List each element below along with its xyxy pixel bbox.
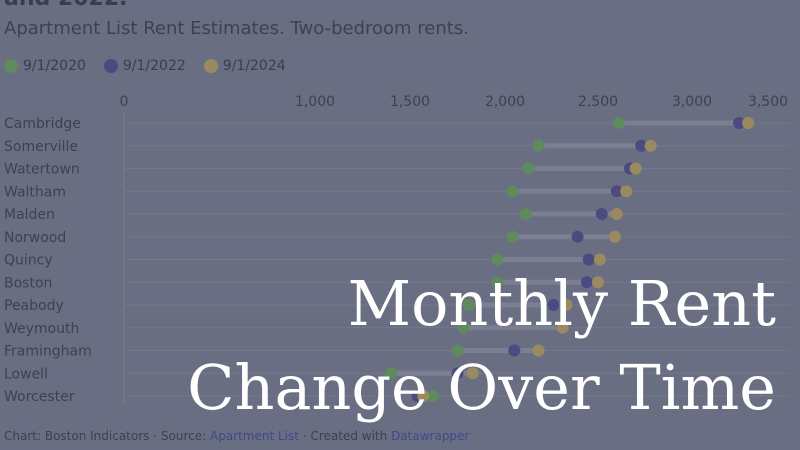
dot-9-1-2024 bbox=[610, 208, 623, 220]
category-label: Watertown bbox=[4, 162, 80, 178]
overlay-title-line-2: Change Over Time bbox=[187, 351, 776, 424]
dot-9-1-2020 bbox=[506, 230, 519, 243]
x-tick-label: 3,000 bbox=[672, 94, 712, 110]
legend-swatch-2024 bbox=[203, 59, 218, 73]
x-tick-label: 0 bbox=[120, 94, 129, 110]
dot-9-1-2024 bbox=[556, 321, 569, 334]
x-tick-label: 3,500 bbox=[748, 94, 788, 110]
category-label: Waltham bbox=[4, 184, 66, 200]
dot-9-1-2022 bbox=[451, 367, 464, 380]
dot-9-1-2020 bbox=[451, 344, 464, 357]
category-label: Somerville bbox=[4, 139, 78, 155]
x-tick-label: 1,000 bbox=[295, 94, 335, 110]
dot-9-1-2020 bbox=[462, 299, 475, 311]
dot-9-1-2024 bbox=[742, 117, 755, 129]
footer-chart-by: Chart: Boston Indicators bbox=[4, 429, 150, 443]
legend-item-2022: 9/1/2022 bbox=[103, 58, 186, 74]
footer-separator: · bbox=[153, 429, 158, 443]
category-label: Weymouth bbox=[4, 321, 79, 337]
x-tick-label: 2,000 bbox=[485, 94, 525, 110]
dot-9-1-2024 bbox=[417, 390, 430, 402]
dot-9-1-2020 bbox=[385, 367, 397, 380]
overlay-title-line-1: Monthly Rent bbox=[347, 267, 776, 340]
dot-9-1-2022 bbox=[571, 230, 584, 243]
category-label: Peabody bbox=[4, 298, 64, 314]
dot-9-1-2024 bbox=[629, 162, 642, 175]
dot-9-1-2020 bbox=[522, 162, 535, 175]
chart-footer: Chart: Boston Indicators · Source: Apart… bbox=[4, 429, 469, 443]
category-label: Lowell bbox=[4, 366, 48, 382]
overlay-title: Monthly Rent Change Over Time bbox=[16, 262, 776, 430]
dot-9-1-2024 bbox=[532, 344, 545, 357]
dot-9-1-2020 bbox=[532, 139, 545, 152]
legend-label-2024: 9/1/2024 bbox=[222, 58, 286, 74]
category-label: Framingham bbox=[4, 344, 92, 360]
legend-swatch-2022 bbox=[103, 59, 118, 73]
chart-legend: 9/1/2020 9/1/2022 9/1/2024 bbox=[4, 58, 286, 74]
dot-9-1-2022 bbox=[595, 208, 608, 220]
dot-9-1-2020 bbox=[491, 276, 504, 289]
legend-item-2024: 9/1/2024 bbox=[203, 58, 286, 74]
dot-9-1-2022 bbox=[547, 299, 560, 311]
footer-source-label: Source: bbox=[160, 429, 207, 443]
category-label: Worcester bbox=[4, 389, 75, 405]
dot-9-1-2020 bbox=[519, 208, 532, 220]
dot-9-1-2022 bbox=[508, 344, 521, 357]
category-label: Quincy bbox=[4, 253, 53, 269]
chart-subtitle: Apartment List Rent Estimates. Two-bedro… bbox=[4, 18, 469, 39]
dot-9-1-2020 bbox=[457, 321, 470, 334]
dot-9-1-2022 bbox=[635, 139, 648, 152]
footer-source-link[interactable]: Apartment List bbox=[209, 429, 299, 443]
dot-9-1-2020 bbox=[612, 117, 625, 129]
category-label: Boston bbox=[4, 275, 52, 291]
category-label: Cambridge bbox=[4, 116, 81, 132]
dot-9-1-2024 bbox=[592, 276, 604, 289]
dot-9-1-2020 bbox=[426, 390, 439, 402]
footer-created-label: Created with bbox=[310, 429, 388, 443]
dot-9-1-2024 bbox=[644, 139, 657, 152]
dot-9-1-2020 bbox=[491, 253, 504, 266]
category-label: Malden bbox=[4, 207, 55, 223]
legend-item-2020: 9/1/2020 bbox=[4, 58, 86, 74]
footer-tool-link[interactable]: Datawrapper bbox=[391, 429, 470, 443]
legend-swatch-2020 bbox=[4, 59, 18, 73]
dot-9-1-2024 bbox=[560, 299, 573, 311]
dot-9-1-2024 bbox=[620, 185, 633, 198]
chart-title-cut: and 2022. bbox=[4, 0, 128, 11]
dot-9-1-2024 bbox=[466, 367, 479, 380]
footer-separator: · bbox=[302, 429, 307, 443]
dot-9-1-2020 bbox=[506, 185, 519, 198]
legend-label-2020: 9/1/2020 bbox=[23, 58, 86, 74]
dot-9-1-2024 bbox=[593, 253, 606, 266]
category-label: Norwood bbox=[4, 230, 66, 246]
dot-9-1-2022 bbox=[733, 117, 746, 129]
x-tick-label: 1,500 bbox=[390, 94, 430, 110]
dot-9-1-2022 bbox=[580, 276, 593, 289]
x-tick-label: 2,500 bbox=[578, 94, 618, 110]
dot-9-1-2022 bbox=[582, 253, 595, 266]
dot-9-1-2024 bbox=[608, 230, 621, 243]
dot-9-1-2022 bbox=[610, 185, 623, 198]
legend-label-2022: 9/1/2022 bbox=[122, 58, 186, 74]
